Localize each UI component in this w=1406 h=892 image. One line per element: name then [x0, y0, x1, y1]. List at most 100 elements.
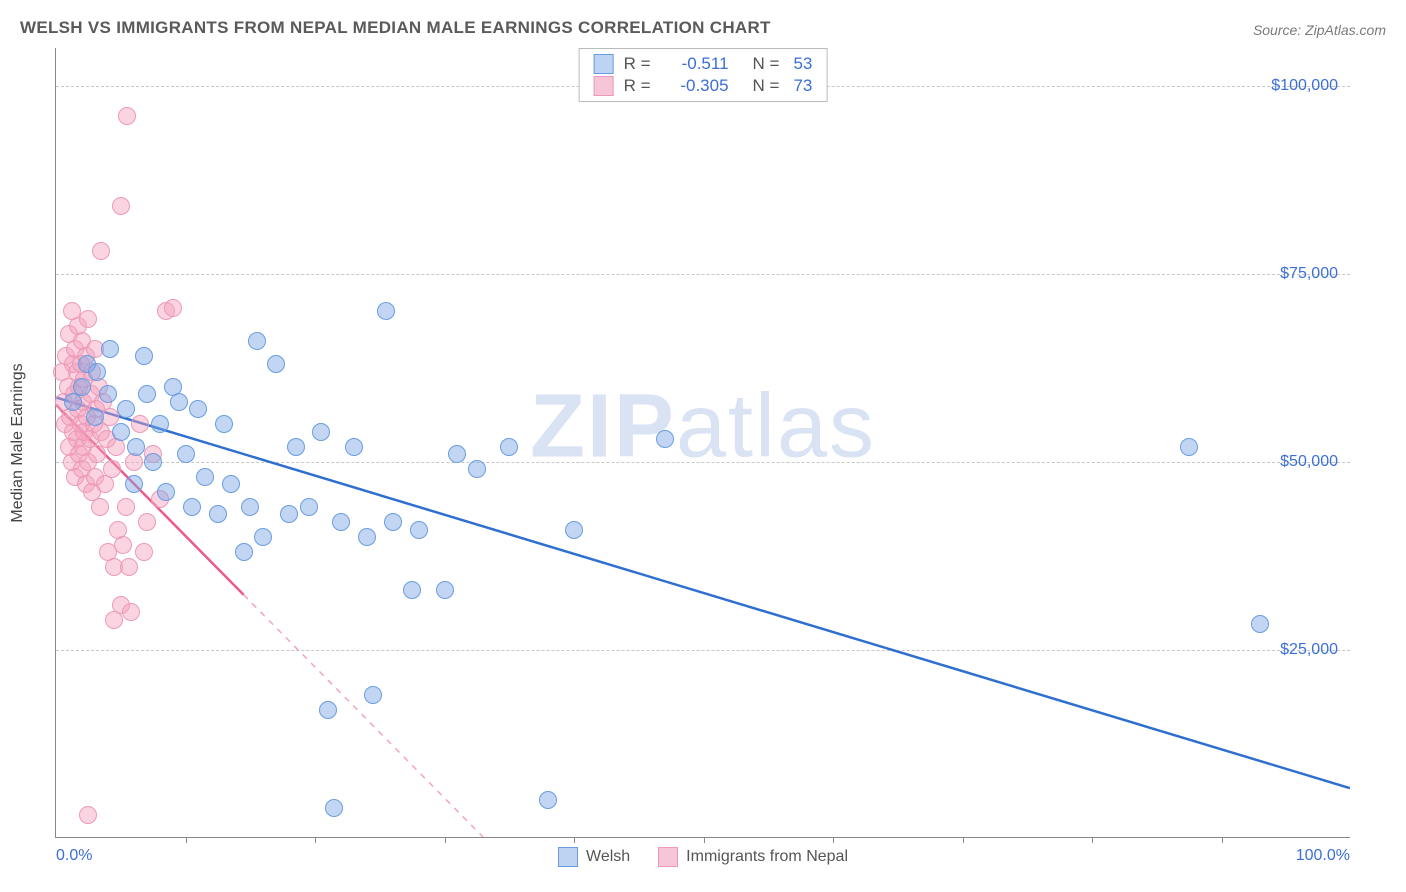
n-value: 53 [793, 54, 812, 74]
data-point [565, 521, 583, 539]
x-axis-start-label: 0.0% [56, 847, 92, 865]
data-point [410, 521, 428, 539]
x-tick [445, 837, 446, 843]
data-point [254, 528, 272, 546]
data-point [222, 475, 240, 493]
data-point [117, 400, 135, 418]
r-value: -0.305 [665, 76, 729, 96]
x-tick [833, 837, 834, 843]
data-point [358, 528, 376, 546]
data-point [112, 423, 130, 441]
data-point [183, 498, 201, 516]
data-point [92, 242, 110, 260]
data-point [101, 340, 119, 358]
data-point [300, 498, 318, 516]
data-point [1251, 615, 1269, 633]
x-tick [704, 837, 705, 843]
legend-stats-row: R = -0.305 N = 73 [580, 75, 827, 97]
x-axis-end-label: 100.0% [1296, 847, 1350, 865]
chart-title: WELSH VS IMMIGRANTS FROM NEPAL MEDIAN MA… [20, 18, 771, 38]
data-point [170, 393, 188, 411]
data-point [345, 438, 363, 456]
x-tick [963, 837, 964, 843]
data-point [114, 536, 132, 554]
data-point [1180, 438, 1198, 456]
data-point [79, 806, 97, 824]
trend-line-solid [56, 397, 1350, 788]
data-point [280, 505, 298, 523]
data-point [500, 438, 518, 456]
data-point [135, 347, 153, 365]
data-point [377, 302, 395, 320]
data-point [120, 558, 138, 576]
legend-swatch [594, 54, 614, 74]
data-point [332, 513, 350, 531]
data-point [312, 423, 330, 441]
data-point [384, 513, 402, 531]
n-label: N = [753, 54, 780, 74]
data-point [103, 460, 121, 478]
y-tick-label: $100,000 [1271, 77, 1338, 95]
y-tick-label: $75,000 [1280, 265, 1338, 283]
grid-line [56, 274, 1350, 275]
y-tick-label: $50,000 [1280, 453, 1338, 471]
y-tick-label: $25,000 [1280, 641, 1338, 659]
x-tick [574, 837, 575, 843]
legend-stats-row: R = -0.511 N = 53 [580, 53, 827, 75]
data-point [79, 310, 97, 328]
data-point [287, 438, 305, 456]
data-point [105, 611, 123, 629]
data-point [189, 400, 207, 418]
legend-series: Welsh Immigrants from Nepal [558, 847, 848, 867]
source-attribution: Source: ZipAtlas.com [1253, 22, 1386, 38]
data-point [364, 686, 382, 704]
y-axis-label: Median Male Earnings [9, 363, 27, 522]
legend-series-label: Welsh [586, 848, 630, 866]
data-point [164, 299, 182, 317]
x-tick [186, 837, 187, 843]
n-label: N = [753, 76, 780, 96]
data-point [131, 415, 149, 433]
legend-series-item: Welsh [558, 847, 630, 867]
data-point [215, 415, 233, 433]
x-tick [1092, 837, 1093, 843]
n-value: 73 [793, 76, 812, 96]
data-point [157, 483, 175, 501]
trend-lines [56, 48, 1350, 837]
legend-series-item: Immigrants from Nepal [658, 847, 848, 867]
data-point [125, 475, 143, 493]
data-point [135, 543, 153, 561]
data-point [88, 363, 106, 381]
data-point [539, 791, 557, 809]
data-point [448, 445, 466, 463]
data-point [138, 385, 156, 403]
data-point [112, 197, 130, 215]
legend-stats: R = -0.511 N = 53 R = -0.305 N = 73 [579, 48, 828, 102]
data-point [235, 543, 253, 561]
r-value: -0.511 [665, 54, 729, 74]
data-point [248, 332, 266, 350]
data-point [177, 445, 195, 463]
r-label: R = [624, 54, 651, 74]
data-point [436, 581, 454, 599]
trend-line-dashed [244, 595, 483, 837]
r-label: R = [624, 76, 651, 96]
data-point [117, 498, 135, 516]
data-point [209, 505, 227, 523]
data-point [144, 453, 162, 471]
data-point [86, 408, 104, 426]
data-point [468, 460, 486, 478]
grid-line [56, 650, 1350, 651]
data-point [138, 513, 156, 531]
data-point [118, 107, 136, 125]
legend-swatch [594, 76, 614, 96]
data-point [127, 438, 145, 456]
data-point [64, 393, 82, 411]
legend-swatch [658, 847, 678, 867]
data-point [241, 498, 259, 516]
legend-series-label: Immigrants from Nepal [686, 848, 848, 866]
x-tick [315, 837, 316, 843]
data-point [656, 430, 674, 448]
data-point [319, 701, 337, 719]
plot-area: ZIPatlas $25,000$50,000$75,000$100,000 M… [55, 48, 1350, 838]
